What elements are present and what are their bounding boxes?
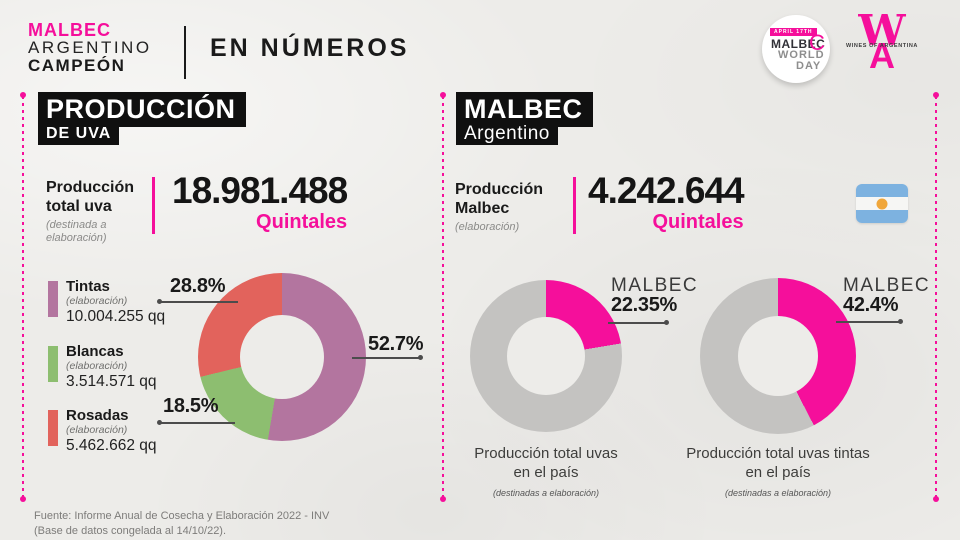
brand-line-argentino: ARGENTINO [28,38,152,57]
rosadas-color-chip [48,410,58,446]
tintas-note: (elaboración) [66,295,128,307]
malbec-world-day-badge: APRIL 17TH MALBEC C WORLD DAY [762,15,830,83]
tintas-value: 10.004.255 qq [66,308,166,325]
rosadas-leader-line [157,299,238,304]
donut1-percent-label: 22.35% [611,294,678,316]
right-title-line2: Argentino [456,124,558,145]
total-uva-unit: Quintales [256,211,348,233]
left-stat-label: Producción total uva (destinada a elabor… [46,178,134,245]
malbec-production-value: 4.242.644 [588,170,745,211]
blancas-leader-line [157,420,235,425]
source-note: Fuente: Informe Anual de Cosecha y Elabo… [34,509,329,539]
donut2-percent-label: 42.4% [843,294,899,316]
grape-production-donut-chart [198,273,366,441]
right-stat-label-line1: Producción [455,181,544,198]
rosadas-note: (elaboración) [66,424,128,436]
blancas-value: 3.514.571 qq [66,373,157,390]
badge-word-world: WORLD [778,49,825,61]
donut1-caption: Producción total uvas en el país (destin… [474,445,618,498]
badge-letter-c: C [809,30,825,55]
badge-word-day: DAY [796,60,822,72]
left-stat-value-block: 18.981.488 Quintales [172,170,348,234]
argentina-flag-icon [856,184,908,223]
wa-monogram-w-icon: W [858,6,906,55]
blancas-name: Blancas [66,343,124,360]
left-title-line1: PRODUCCIÓN [38,92,246,127]
right-stat-value-block: 4.242.644 Quintales [588,170,745,234]
rosadas-value: 5.462.662 qq [66,437,157,454]
header-divider [184,26,186,79]
tintas-color-chip [48,281,58,317]
donut2-caption: Producción total uvas tintas en el país … [686,445,870,498]
total-uva-value: 18.981.488 [172,170,348,211]
blancas-color-chip [48,346,58,382]
donut1-leader-line [608,320,669,325]
right-section-title: MALBEC Argentino [456,92,593,145]
malbec-share-total-donut-chart [470,280,622,432]
malbec-share-tintas-donut-chart [700,278,856,434]
legend-item-rosadas: Rosadas (elaboración) 5.462.662 qq [48,407,157,455]
blancas-percent-label: 18.5% [163,395,219,417]
brand-line-malbec: MALBEC [28,20,111,40]
brand-lockup: MALBEC ARGENTINO CAMPEÓN [28,21,152,75]
rosadas-name: Rosadas [66,407,129,424]
legend-item-blancas: Blancas (elaboración) 3.514.571 qq [48,343,157,391]
brand-line-campeon: CAMPEÓN [28,56,126,75]
malbec-production-unit: Quintales [652,211,744,233]
source-line1: Fuente: Informe Anual de Cosecha y Elabo… [34,510,330,522]
badge-word-malbec: MALBEC [771,37,826,51]
dotted-guide-middle [440,92,446,502]
left-section-title: PRODUCCIÓN DE UVA [38,92,246,145]
tintas-name: Tintas [66,278,110,295]
right-stat-divider [573,177,576,234]
tintas-leader-line [352,355,423,360]
tintas-percent-label: 52.7% [368,333,424,355]
right-stat-note: (elaboración) [455,221,520,233]
donut2-malbec-label: MALBEC [843,275,931,296]
wines-of-argentina-logo: W A WINES OF ARGENTINA [846,6,917,82]
right-stat-label: Producción Malbec (elaboración) [455,180,543,234]
rosadas-percent-label: 28.8% [170,275,226,297]
right-stat-label-line2: Malbec [455,200,510,217]
dotted-guide-right [933,92,939,502]
left-stat-note: (destinada a elaboración) [46,219,107,244]
left-stat-label-line2: total uva [46,198,112,215]
donut1-malbec-label: MALBEC [611,275,699,296]
donut2-leader-line [836,319,903,324]
dotted-guide-left [20,92,26,502]
wa-logo-text: WINES OF ARGENTINA [845,43,919,49]
legend-item-tintas: Tintas (elaboración) 10.004.255 qq [48,278,165,326]
wa-monogram-a-icon: A [869,35,895,76]
blancas-note: (elaboración) [66,360,128,372]
page-title: EN NÚMEROS [210,34,410,62]
source-line2: (Base de datos congelada al 14/10/22). [34,525,227,537]
left-stat-divider [152,177,155,234]
left-title-line2: DE UVA [38,125,120,145]
left-stat-label-line1: Producción [46,179,135,196]
right-title-line1: MALBEC [456,92,593,127]
badge-date-banner: APRIL 17TH [770,28,817,36]
